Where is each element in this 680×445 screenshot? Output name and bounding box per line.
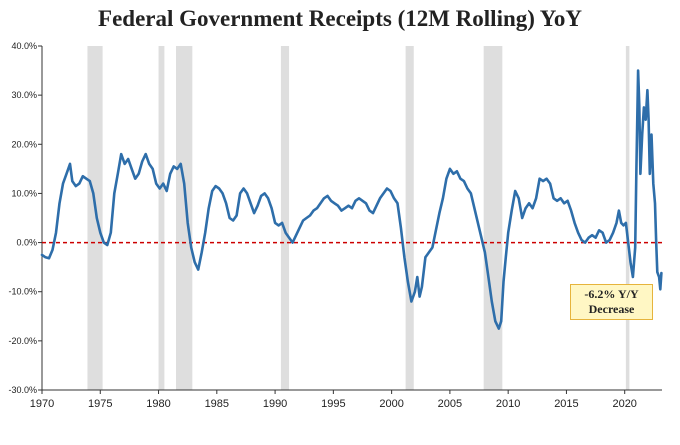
recession-band [158,46,165,390]
chart-title: Federal Government Receipts (12M Rolling… [98,6,582,31]
annotation-callout: -6.2% Y/Y Decrease [570,284,653,320]
recession-band [176,46,193,390]
x-tick-label: 2010 [496,398,520,410]
x-tick-label: 1980 [146,398,170,410]
y-tick-label: 40.0% [11,41,37,51]
annotation-line-2: Decrease [588,302,635,316]
recession-band [625,46,630,390]
recession-band [280,46,290,390]
recession-band [405,46,414,390]
x-tick-label: 2015 [554,398,578,410]
recession-band [483,46,503,390]
y-tick-label: 20.0% [11,139,37,149]
x-tick-label: 2005 [438,398,462,410]
y-tick-label: 0.0% [16,238,37,248]
x-tick-label: 2000 [379,398,403,410]
x-tick-label: 1990 [263,398,287,410]
series-line [40,69,663,330]
y-tick-label: -10.0% [8,287,37,297]
x-tick-label: 1995 [321,398,345,410]
y-tick-label: 10.0% [11,188,37,198]
y-tick-label: 30.0% [11,90,37,100]
x-tick-label: 1985 [205,398,229,410]
x-tick-label: 1975 [88,398,112,410]
y-tick-label: -30.0% [8,385,37,395]
y-tick-label: -20.0% [8,336,37,346]
annotation-line-1: -6.2% Y/Y [584,287,639,301]
x-tick-label: 2020 [612,398,636,410]
recession-band [87,46,103,390]
x-tick-label: 1970 [30,398,54,410]
